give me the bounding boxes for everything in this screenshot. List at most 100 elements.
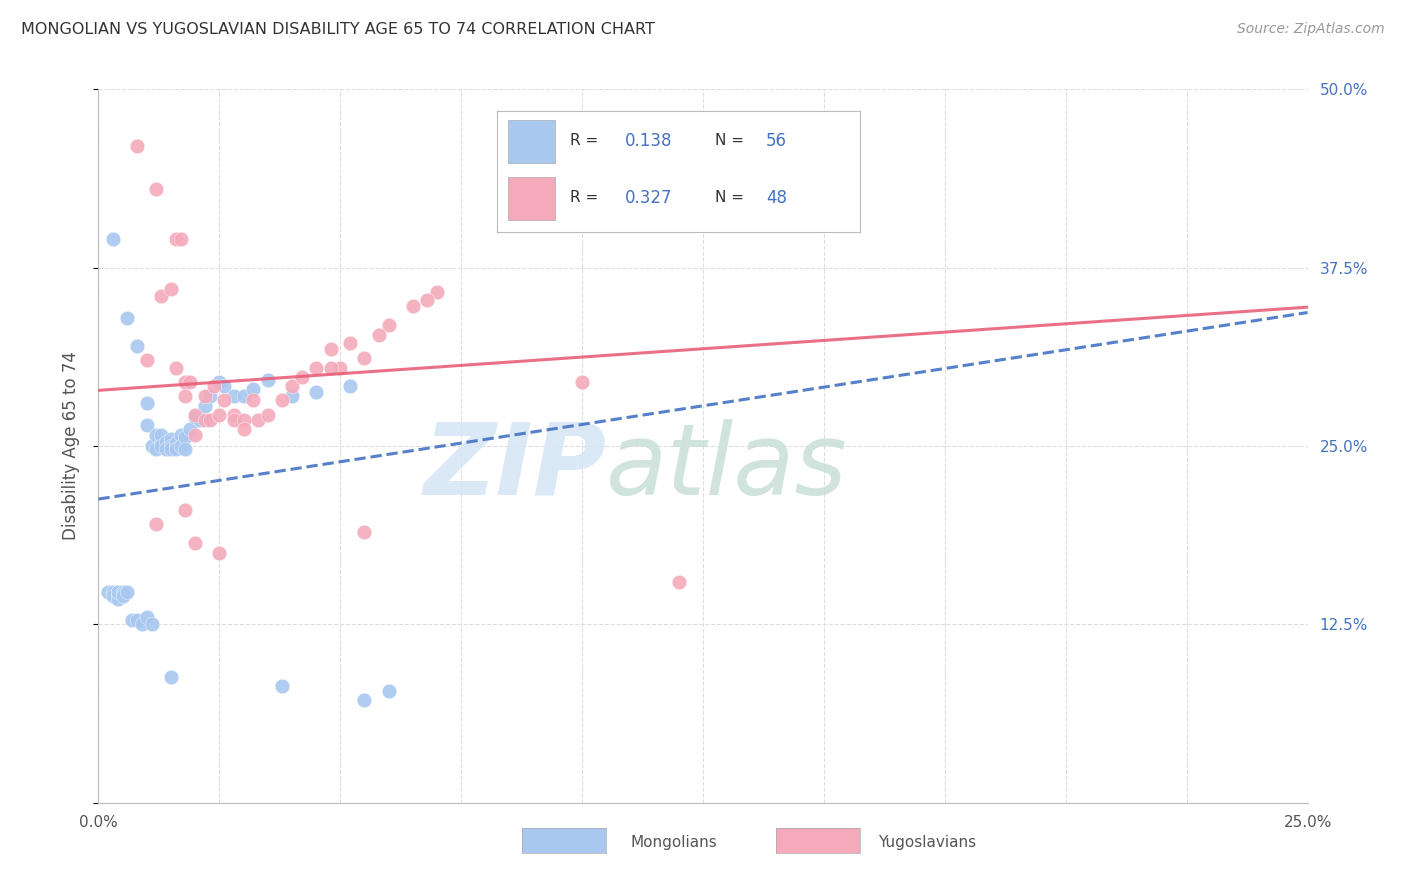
Point: [319, 342, 342, 356]
Point: [165, 232, 187, 246]
Point: [135, 417, 157, 432]
Point: [305, 360, 328, 375]
Point: [111, 587, 134, 601]
Point: [160, 439, 183, 453]
Point: [160, 442, 183, 456]
Point: [174, 375, 197, 389]
Point: [107, 589, 129, 603]
Point: [208, 546, 231, 560]
Point: [135, 610, 157, 624]
Point: [271, 393, 294, 408]
Text: Mongolians: Mongolians: [630, 835, 717, 849]
Point: [174, 389, 197, 403]
Point: [135, 396, 157, 410]
Point: [135, 353, 157, 368]
Point: [184, 536, 207, 550]
Text: MONGOLIAN VS YUGOSLAVIAN DISABILITY AGE 65 TO 74 CORRELATION CHART: MONGOLIAN VS YUGOSLAVIAN DISABILITY AGE …: [21, 22, 655, 37]
Point: [101, 589, 124, 603]
Point: [169, 232, 191, 246]
Point: [97, 584, 120, 599]
Point: [160, 670, 183, 684]
Point: [212, 379, 235, 393]
Point: [160, 282, 183, 296]
Point: [290, 370, 312, 384]
Point: [145, 427, 167, 442]
Point: [319, 360, 342, 375]
Point: [165, 436, 187, 450]
Point: [198, 413, 221, 427]
Point: [127, 339, 149, 353]
Point: [281, 389, 304, 403]
Point: [179, 422, 201, 436]
Point: [184, 410, 207, 425]
Point: [204, 379, 226, 393]
Point: [145, 182, 167, 196]
Point: [198, 389, 221, 403]
Text: Source: ZipAtlas.com: Source: ZipAtlas.com: [1237, 22, 1385, 37]
Point: [194, 389, 217, 403]
Point: [150, 289, 173, 303]
Point: [188, 413, 211, 427]
Point: [353, 351, 375, 365]
Point: [184, 427, 207, 442]
Point: [208, 408, 231, 422]
Point: [232, 413, 254, 427]
Point: [145, 442, 167, 456]
Point: [353, 524, 375, 539]
Point: [141, 439, 163, 453]
Point: [111, 589, 134, 603]
Point: [668, 574, 690, 589]
Point: [232, 389, 254, 403]
Point: [247, 413, 270, 427]
Point: [212, 393, 235, 408]
Point: [165, 360, 187, 375]
Point: [145, 517, 167, 532]
Point: [184, 408, 207, 422]
Point: [169, 439, 191, 453]
Text: ZIP: ZIP: [423, 419, 606, 516]
Point: [222, 408, 245, 422]
Point: [242, 382, 264, 396]
Point: [353, 693, 375, 707]
Point: [813, 139, 835, 153]
Point: [208, 375, 231, 389]
Text: atlas: atlas: [606, 419, 848, 516]
Point: [107, 591, 129, 606]
Point: [339, 336, 361, 351]
Point: [305, 384, 328, 399]
Point: [165, 442, 187, 456]
Point: [155, 442, 177, 456]
Point: [281, 379, 304, 393]
Point: [107, 584, 129, 599]
Point: [160, 432, 183, 446]
Point: [222, 389, 245, 403]
Point: [339, 379, 361, 393]
Point: [111, 584, 134, 599]
Point: [194, 413, 217, 427]
Point: [222, 413, 245, 427]
Point: [150, 439, 173, 453]
Point: [174, 503, 197, 517]
Point: [242, 393, 264, 408]
Point: [174, 430, 197, 444]
Point: [571, 375, 593, 389]
Text: Yugoslavians: Yugoslavians: [879, 835, 976, 849]
Point: [101, 232, 124, 246]
Point: [127, 613, 149, 627]
Point: [256, 373, 278, 387]
Point: [141, 617, 163, 632]
Point: [150, 427, 173, 442]
Point: [155, 434, 177, 449]
Point: [121, 613, 143, 627]
Point: [271, 679, 294, 693]
Point: [368, 327, 391, 342]
Point: [107, 584, 129, 599]
Point: [127, 139, 149, 153]
Point: [117, 584, 139, 599]
Point: [377, 318, 399, 332]
Point: [232, 422, 254, 436]
Point: [131, 617, 153, 632]
Point: [117, 310, 139, 325]
Point: [426, 285, 449, 299]
Point: [256, 408, 278, 422]
